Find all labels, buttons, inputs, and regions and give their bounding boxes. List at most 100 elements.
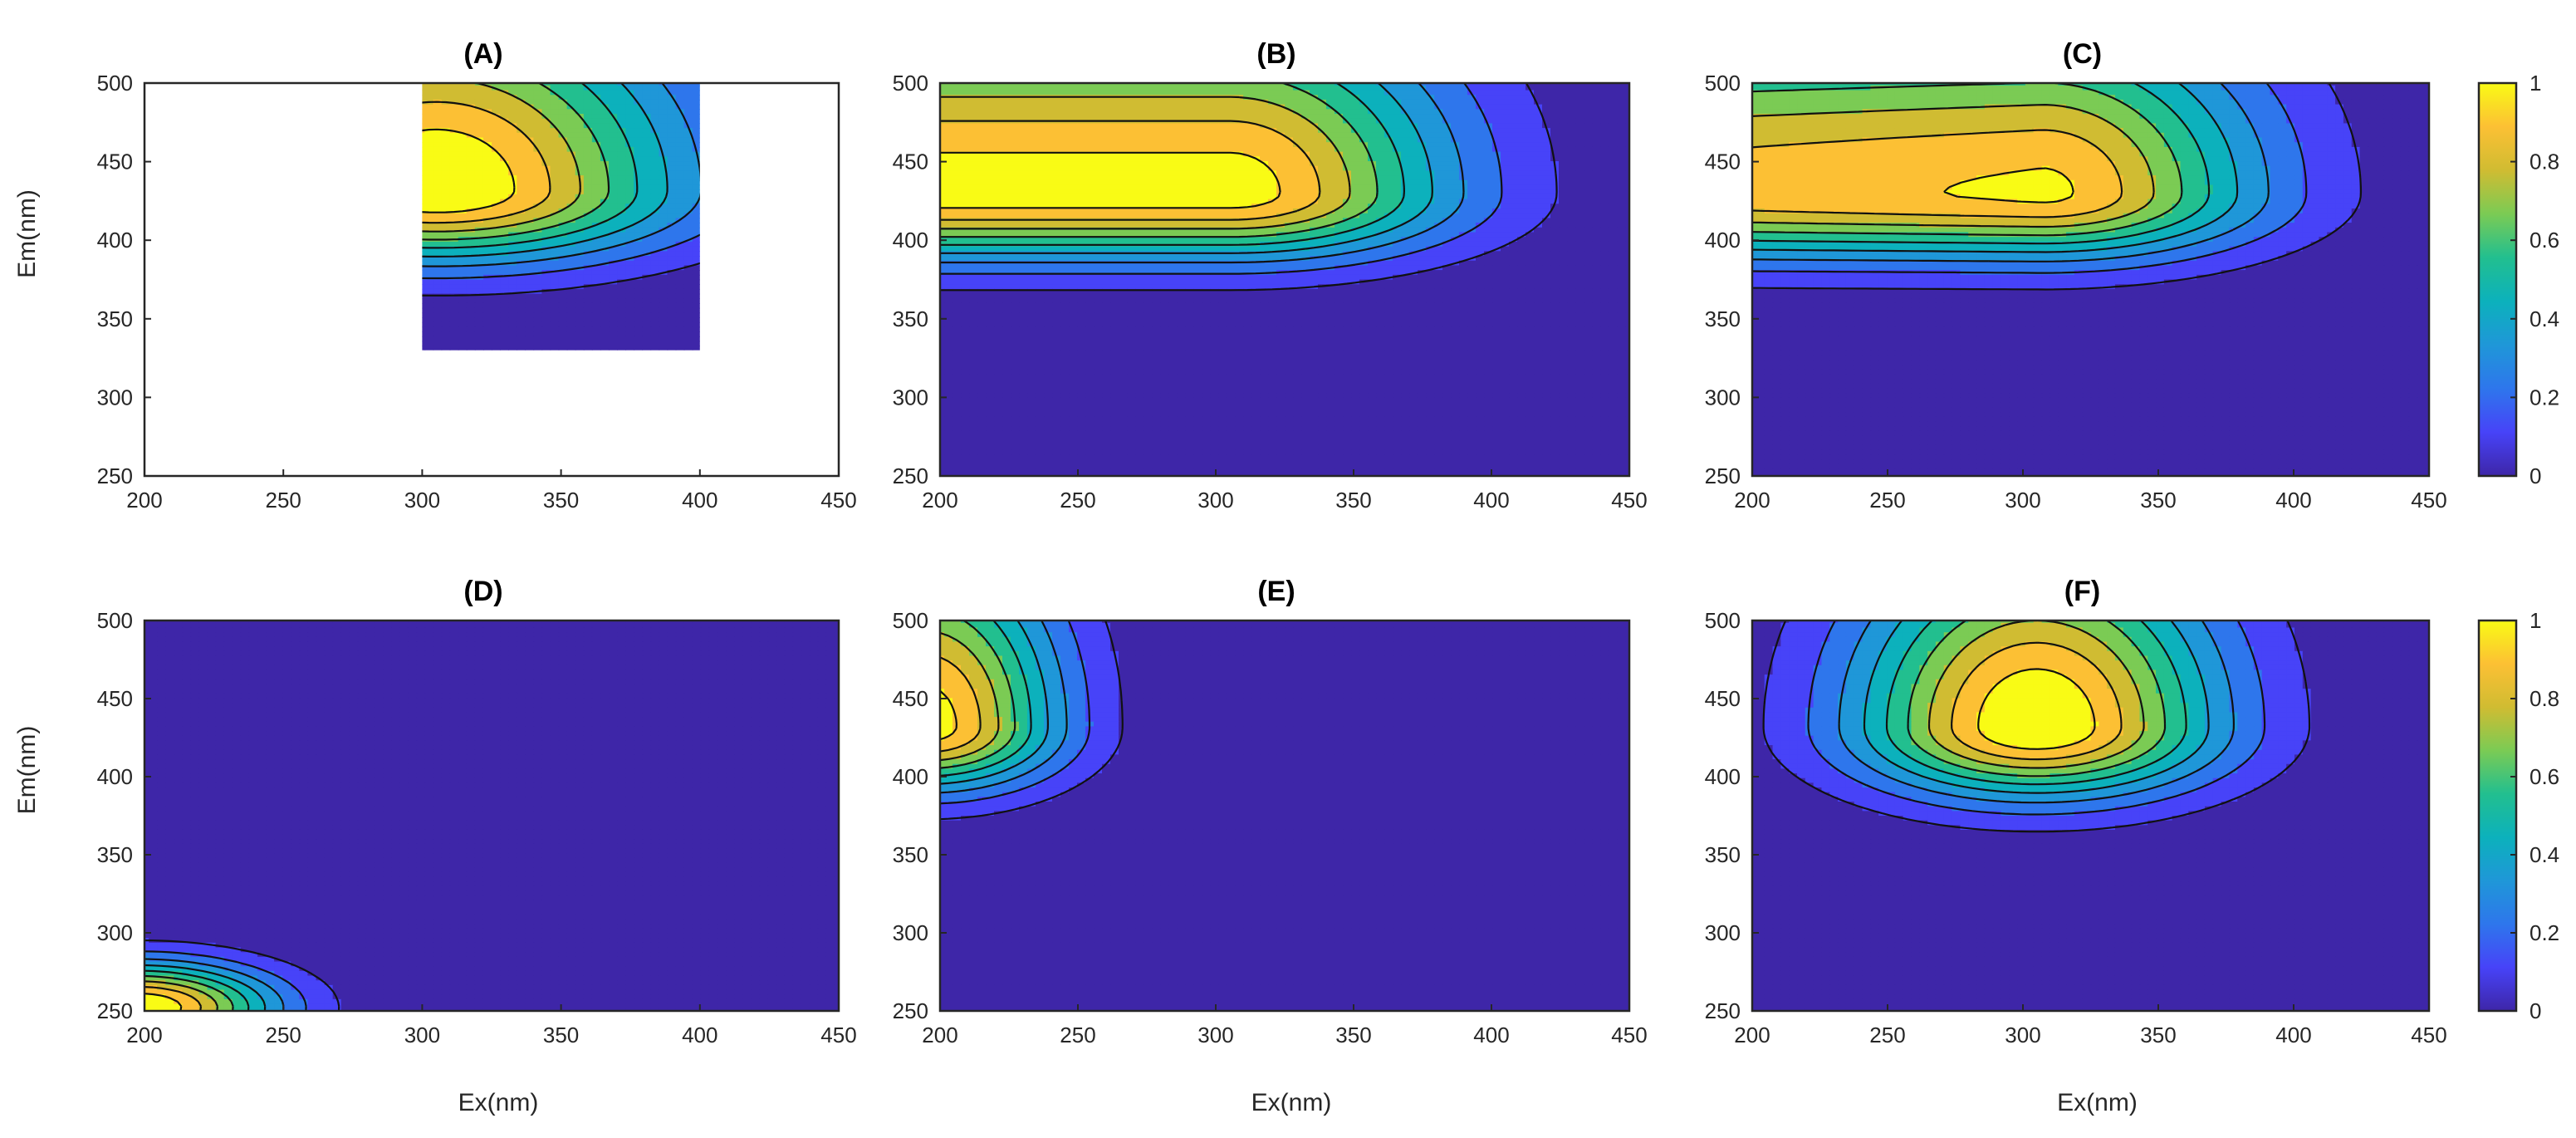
contour-cell [282, 284, 291, 290]
contour-cell [391, 265, 400, 271]
contour-cell [441, 336, 451, 342]
contour-cell [550, 114, 560, 120]
contour-cell [433, 341, 443, 347]
contour-cell [291, 138, 300, 144]
contour-cell [701, 298, 710, 304]
contour-cell [642, 104, 652, 110]
contour-cell [818, 175, 827, 181]
contour-cell [157, 284, 166, 290]
contour-cell [533, 194, 543, 200]
contour-cell [216, 360, 225, 365]
contour-cell [157, 133, 166, 139]
contour-cell [482, 279, 492, 285]
contour-cell [316, 280, 325, 286]
contour-cell [726, 147, 735, 153]
contour-cell [274, 298, 283, 304]
contour-cell [650, 165, 660, 172]
contour-cell [399, 175, 409, 181]
contour-cell [717, 298, 727, 304]
contour-cell [558, 288, 568, 295]
contour-cell [734, 114, 743, 120]
contour-cell [424, 213, 434, 219]
contour-cell [149, 95, 158, 101]
contour-cell [667, 341, 677, 347]
contour-cell [241, 142, 250, 148]
contour-cell [776, 185, 785, 191]
contour-cell [408, 341, 417, 347]
contour-cell [785, 91, 794, 96]
contour-cell [325, 242, 334, 248]
contour-cell [717, 100, 727, 105]
contour-cell [692, 256, 700, 262]
contour-cell [500, 237, 509, 243]
contour-cell [826, 233, 835, 238]
contour-cell [216, 322, 225, 328]
contour-cell [449, 179, 459, 186]
contour-cell [149, 298, 158, 304]
contour-cell [224, 199, 233, 205]
contour-cell [575, 237, 585, 243]
contour-cell [508, 137, 518, 144]
contour-cell [174, 100, 183, 105]
contour-cell [399, 289, 409, 295]
contour-cell [325, 261, 334, 267]
contour-cell [591, 208, 601, 214]
contour-cell [249, 356, 258, 361]
contour-cell [500, 170, 509, 176]
contour-cell [642, 123, 652, 129]
contour-cell [500, 194, 509, 200]
contour-cell [299, 346, 308, 351]
contour-cell [533, 213, 543, 219]
contour-cell [642, 142, 652, 148]
contour-cell [266, 218, 275, 223]
contour-cell [266, 156, 275, 162]
contour-cell [634, 179, 644, 186]
contour-cell [174, 123, 183, 129]
contour-cell [474, 151, 484, 158]
contour-cell [734, 123, 743, 129]
contour-cell [625, 321, 635, 328]
contour-cell [325, 317, 334, 323]
contour-cell [333, 331, 342, 337]
contour-cell [350, 356, 359, 361]
contour-cell [282, 294, 291, 300]
contour-cell [726, 114, 735, 120]
contour-cell [208, 251, 217, 257]
contour-cell [274, 312, 283, 318]
contour-cell [307, 218, 316, 223]
contour-cell [257, 351, 267, 356]
contour-cell [492, 204, 501, 209]
contour-cell [190, 175, 199, 181]
contour-cell [558, 246, 568, 253]
contour-cell [533, 274, 543, 281]
contour-cell [282, 147, 291, 153]
contour-cell [190, 133, 199, 139]
contour-cell [776, 308, 785, 314]
contour-cell [316, 86, 325, 91]
contour-cell [818, 218, 827, 223]
contour-cell [717, 194, 727, 200]
contour-cell [257, 109, 267, 115]
contour-cell [190, 100, 199, 105]
contour-cell [474, 256, 484, 262]
contour-cell [558, 146, 568, 153]
contour-cell [692, 298, 700, 304]
contour-cell [174, 204, 183, 209]
contour-cell [474, 132, 484, 139]
contour-cell [383, 308, 392, 314]
contour-cell [717, 95, 727, 101]
contour-cell [575, 95, 585, 101]
contour-cell [701, 142, 710, 148]
contour-cell [241, 346, 250, 351]
contour-cell [208, 346, 217, 351]
contour-cell [793, 128, 802, 134]
contour-cell [517, 251, 526, 257]
contour-cell [174, 242, 183, 248]
contour-cell [149, 114, 158, 120]
contour-cell [383, 170, 392, 176]
contour-cell [350, 289, 359, 295]
contour-cell [157, 105, 166, 110]
contour-cell [241, 360, 250, 365]
contour-cell [566, 346, 576, 351]
contour-cell [709, 161, 718, 167]
